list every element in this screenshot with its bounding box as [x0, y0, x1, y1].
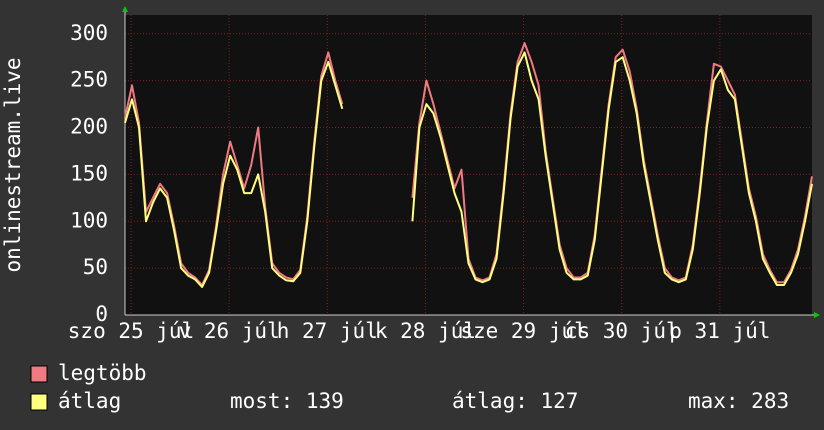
x-tick-label: sze 29 júl — [460, 319, 586, 343]
x-tick-label: p 31 júl — [669, 319, 770, 343]
series-line — [124, 51, 813, 288]
stat-value: 127 — [540, 389, 578, 413]
stat-value: 283 — [751, 389, 789, 413]
legend-swatch — [30, 393, 48, 411]
y-tick-label: 50 — [83, 255, 108, 279]
x-tick-label: szo 25 júl — [68, 319, 194, 343]
axis-arrow — [814, 312, 820, 318]
legend-swatch — [30, 365, 48, 383]
x-tick-label: h 27 júl — [277, 319, 378, 343]
x-tick-label: cs 30 júl — [565, 319, 679, 343]
stat-value: 139 — [306, 389, 344, 413]
y-tick-label: 100 — [70, 208, 108, 232]
legend-label: átlag — [58, 389, 121, 413]
y-tick-label: 250 — [70, 68, 108, 92]
x-tick-label: k 28 júl — [375, 319, 476, 343]
stat-label: most: — [230, 389, 293, 413]
y-tick-label: 200 — [70, 115, 108, 139]
y-tick-label: 0 — [95, 302, 108, 326]
y-axis-label: onlinestream.live — [1, 58, 25, 273]
y-tick-label: 300 — [70, 21, 108, 45]
axis-arrow — [122, 6, 128, 12]
legend-label: legtöbb — [58, 361, 147, 385]
stat-label: átlag: — [452, 389, 528, 413]
stat-label: max: — [688, 389, 739, 413]
y-tick-label: 150 — [70, 161, 108, 185]
x-tick-label: v 26 júl — [179, 319, 280, 343]
